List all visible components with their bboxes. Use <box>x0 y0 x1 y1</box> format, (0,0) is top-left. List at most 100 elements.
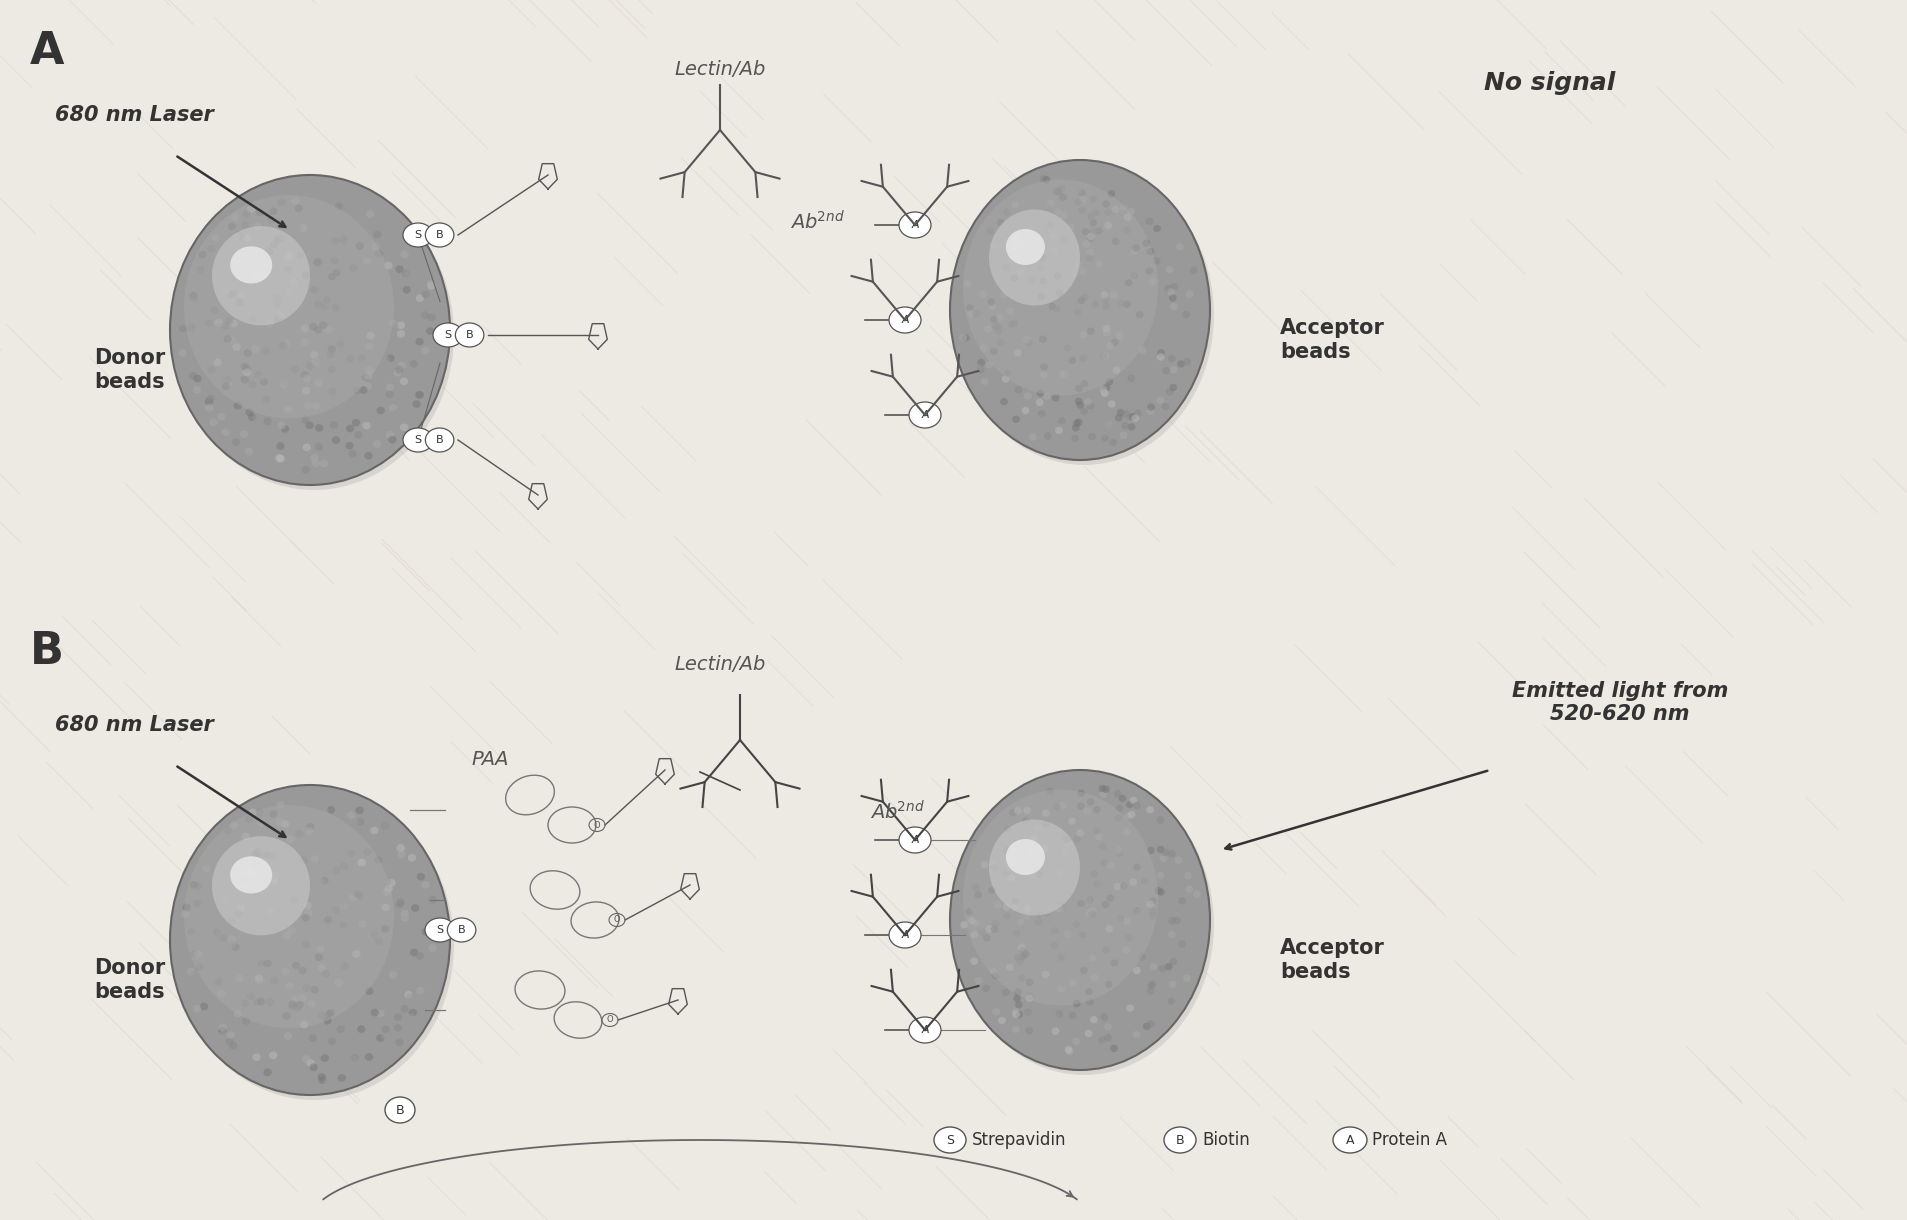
Ellipse shape <box>364 382 372 390</box>
Ellipse shape <box>1037 410 1045 417</box>
Ellipse shape <box>961 276 969 283</box>
Ellipse shape <box>400 910 408 917</box>
Ellipse shape <box>290 897 297 904</box>
Ellipse shape <box>320 303 330 310</box>
Ellipse shape <box>1167 355 1177 362</box>
Ellipse shape <box>286 251 294 260</box>
Ellipse shape <box>1148 207 1156 215</box>
Ellipse shape <box>448 917 477 942</box>
Ellipse shape <box>294 842 303 849</box>
Ellipse shape <box>231 860 238 869</box>
Ellipse shape <box>1039 336 1047 343</box>
Ellipse shape <box>347 849 355 858</box>
Ellipse shape <box>1062 836 1070 843</box>
Ellipse shape <box>1114 917 1121 925</box>
Ellipse shape <box>174 181 454 490</box>
Ellipse shape <box>1131 248 1138 255</box>
Text: B: B <box>1177 1133 1184 1147</box>
Ellipse shape <box>1003 913 1011 920</box>
Ellipse shape <box>1163 255 1171 262</box>
Ellipse shape <box>372 243 379 251</box>
Ellipse shape <box>1148 942 1156 949</box>
Ellipse shape <box>372 819 379 826</box>
Ellipse shape <box>225 317 233 325</box>
Ellipse shape <box>387 354 395 362</box>
Ellipse shape <box>341 963 349 970</box>
Ellipse shape <box>280 967 290 975</box>
Ellipse shape <box>347 256 355 265</box>
Ellipse shape <box>1030 1009 1037 1017</box>
Ellipse shape <box>332 304 339 311</box>
Ellipse shape <box>1077 206 1087 215</box>
Ellipse shape <box>301 371 309 379</box>
Ellipse shape <box>1079 267 1087 274</box>
Ellipse shape <box>1119 838 1129 845</box>
Ellipse shape <box>330 257 339 265</box>
Ellipse shape <box>1173 916 1180 925</box>
Ellipse shape <box>364 1053 374 1060</box>
Ellipse shape <box>1110 344 1118 351</box>
Ellipse shape <box>261 348 271 355</box>
Ellipse shape <box>1137 853 1144 860</box>
Text: Protein A: Protein A <box>1371 1131 1447 1149</box>
Ellipse shape <box>1074 420 1081 427</box>
Ellipse shape <box>236 233 246 240</box>
Ellipse shape <box>1015 988 1022 996</box>
Ellipse shape <box>1083 895 1091 904</box>
Ellipse shape <box>345 991 353 999</box>
Ellipse shape <box>233 1010 242 1017</box>
Ellipse shape <box>1041 845 1049 853</box>
Ellipse shape <box>389 971 397 978</box>
Ellipse shape <box>210 306 219 314</box>
Ellipse shape <box>307 1059 315 1068</box>
Ellipse shape <box>217 1027 227 1035</box>
Ellipse shape <box>984 387 992 395</box>
Ellipse shape <box>1135 909 1142 916</box>
Ellipse shape <box>1177 871 1186 878</box>
Text: B: B <box>458 925 465 935</box>
Ellipse shape <box>227 1031 235 1039</box>
Ellipse shape <box>889 307 921 333</box>
Ellipse shape <box>381 1032 389 1041</box>
Ellipse shape <box>383 878 391 886</box>
Ellipse shape <box>1056 201 1064 209</box>
Ellipse shape <box>334 980 341 987</box>
Ellipse shape <box>1106 894 1114 902</box>
Ellipse shape <box>393 370 402 377</box>
Ellipse shape <box>322 831 330 838</box>
Ellipse shape <box>1015 349 1022 356</box>
Ellipse shape <box>368 866 376 874</box>
Ellipse shape <box>301 914 311 921</box>
Ellipse shape <box>1127 1004 1135 1011</box>
Ellipse shape <box>1110 206 1118 213</box>
Ellipse shape <box>288 1000 297 1008</box>
Ellipse shape <box>954 775 1215 1075</box>
Ellipse shape <box>317 193 326 201</box>
Ellipse shape <box>963 279 973 288</box>
Ellipse shape <box>1083 398 1093 405</box>
Ellipse shape <box>339 921 347 928</box>
Ellipse shape <box>315 910 322 917</box>
Ellipse shape <box>1106 378 1114 386</box>
Ellipse shape <box>1159 854 1167 863</box>
Ellipse shape <box>311 351 318 359</box>
Ellipse shape <box>1003 847 1011 854</box>
Ellipse shape <box>1102 946 1110 953</box>
Ellipse shape <box>1047 199 1055 206</box>
Ellipse shape <box>296 830 303 838</box>
Text: Acceptor
beads: Acceptor beads <box>1280 938 1384 982</box>
Ellipse shape <box>1026 847 1034 854</box>
Ellipse shape <box>1133 1031 1140 1038</box>
Ellipse shape <box>408 1009 418 1016</box>
Ellipse shape <box>351 398 360 405</box>
Ellipse shape <box>357 817 364 826</box>
Ellipse shape <box>1013 239 1020 246</box>
Ellipse shape <box>284 836 294 843</box>
Ellipse shape <box>313 259 322 266</box>
Ellipse shape <box>1127 987 1135 994</box>
Ellipse shape <box>215 898 223 906</box>
Ellipse shape <box>1108 400 1116 407</box>
Text: A: A <box>912 220 919 231</box>
Ellipse shape <box>254 998 261 1005</box>
Ellipse shape <box>1182 311 1190 318</box>
